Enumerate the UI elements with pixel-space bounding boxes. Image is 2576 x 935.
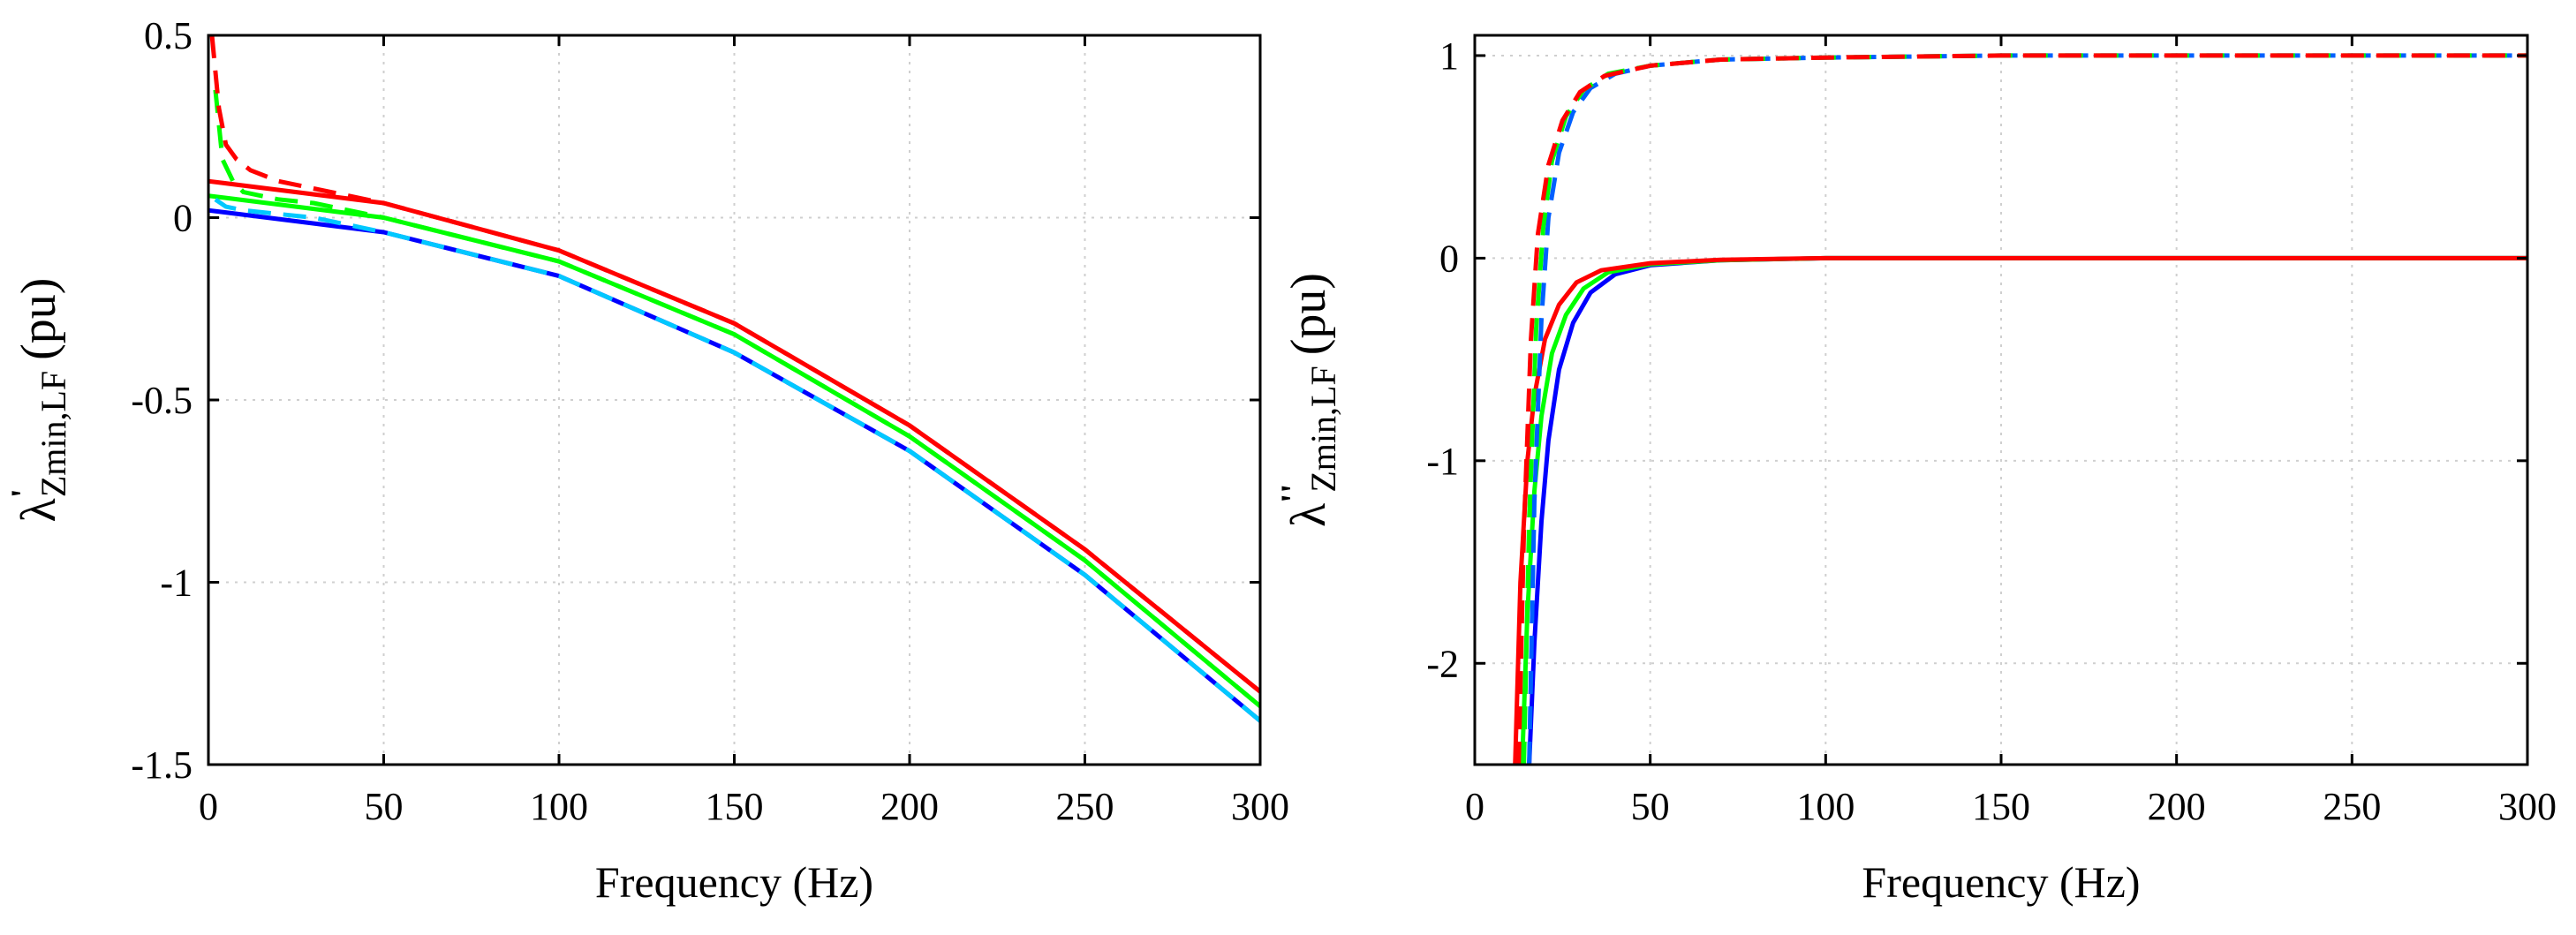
series-line-blue-dashed [1527, 53, 2527, 765]
y-axis-label: λ'Zmin,LF (pu) [4, 278, 73, 523]
left-chart-panel: 0 50 100 150 200 250 300 -1.5 -1 -0.5 0 0.5 Frequenc… [4, 14, 1289, 907]
y-axis-symbol: λ [1281, 503, 1336, 527]
y-tick-label: -0.5 [131, 379, 193, 422]
series-line-cyan-dashed [214, 197, 1260, 723]
x-tick-label: 100 [530, 785, 588, 828]
y-axis-label: λ''Zmin,LF (pu) [1273, 273, 1343, 527]
y-axis-symbol: λ [11, 498, 66, 522]
series-line-red-dashed [1516, 53, 2527, 765]
x-tick-label: 300 [1231, 785, 1289, 828]
y-axis-subscript: Zmin,LF [34, 371, 73, 497]
y-tick-label: 0.5 [144, 14, 193, 57]
x-tick-label: 50 [365, 785, 404, 828]
x-tick-label: 250 [1056, 785, 1114, 828]
series-line-green-dashed [213, 89, 1260, 708]
x-tick-label: 150 [706, 785, 764, 828]
y-tick-label: -1 [1426, 440, 1459, 483]
x-axis-label: Frequency (Hz) [595, 857, 873, 907]
x-tick-label: 0 [1465, 785, 1484, 828]
series-line-red-dashed [209, 35, 1260, 694]
x-tick-label: 200 [880, 785, 939, 828]
x-tick-label: 250 [2323, 785, 2381, 828]
y-axis-subscript: Zmin,LF [1303, 366, 1343, 492]
x-tick-label: 300 [2498, 785, 2557, 828]
right-chart-panel: 0 50 100 150 200 250 300 -2 -1 0 1 Frequency (Hz) λ'… [1273, 34, 2557, 907]
y-tick-label: -1 [160, 562, 193, 605]
y-tick-label: 1 [1439, 34, 1459, 78]
series-group [208, 35, 1260, 723]
grid [208, 35, 1260, 765]
x-tick-label: 200 [2148, 785, 2206, 828]
y-axis-prime: '' [1273, 484, 1313, 503]
x-tick-label: 50 [1631, 785, 1670, 828]
y-axis-unit: (pu) [11, 278, 66, 360]
series-group [1513, 53, 2527, 765]
y-axis-unit: (pu) [1281, 273, 1336, 355]
y-tick-label: -2 [1426, 642, 1459, 685]
series-line-red-solid [1513, 255, 2527, 765]
y-tick-label: 0 [173, 197, 193, 240]
x-tick-label: 100 [1796, 785, 1855, 828]
series-line-green-solid [1520, 255, 2527, 765]
series-line-green-dashed [1522, 53, 2527, 765]
x-axis-label: Frequency (Hz) [1862, 857, 2140, 907]
y-axis-prime: ' [4, 488, 43, 498]
grid [1475, 35, 2527, 765]
series-line-blue-solid [208, 207, 1260, 723]
series-line-blue-solid [1527, 255, 2527, 765]
y-tick-label: 0 [1439, 237, 1459, 280]
x-tick-label: 150 [1972, 785, 2030, 828]
y-tick-label: -1.5 [131, 743, 193, 787]
x-tick-label: 0 [199, 785, 218, 828]
